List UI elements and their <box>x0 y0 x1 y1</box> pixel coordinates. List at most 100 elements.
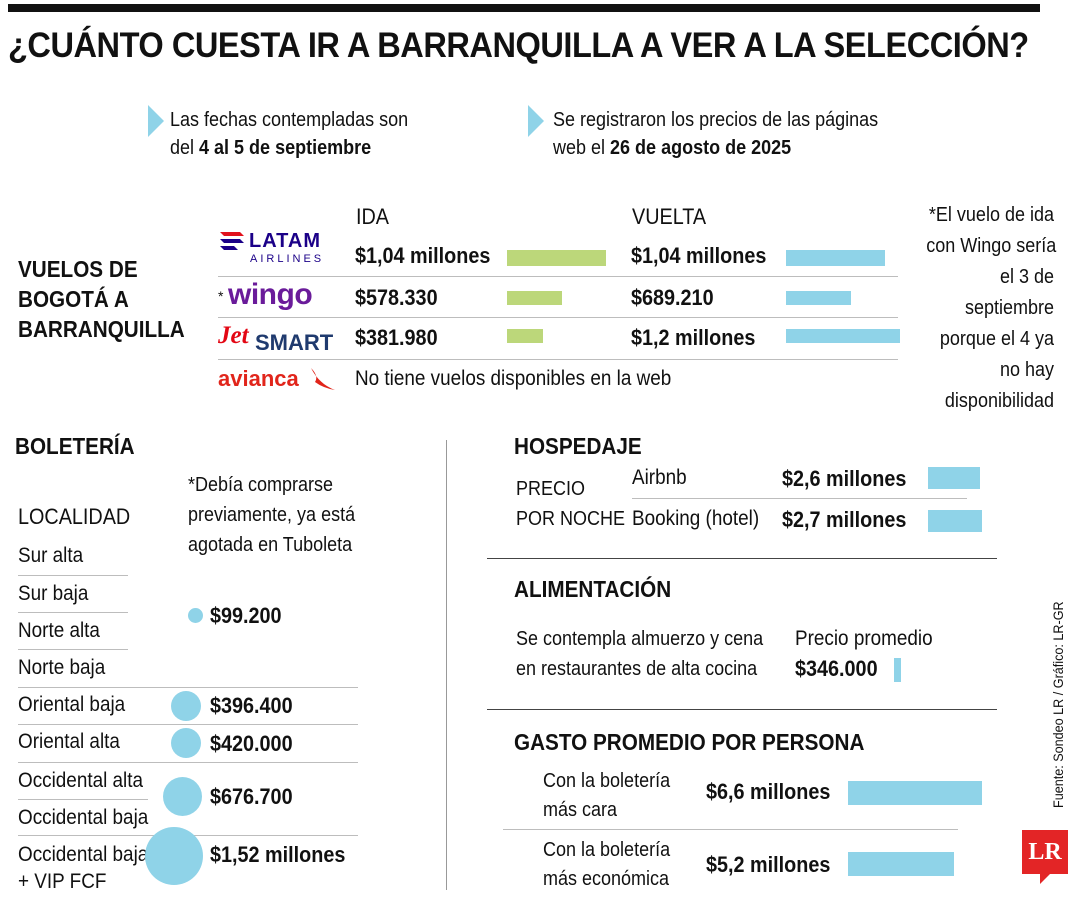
row-divider <box>503 829 958 830</box>
average-heading: GASTO PROMEDIO POR PERSONA <box>514 729 865 755</box>
lodging-heading: HOSPEDAJE <box>514 433 642 459</box>
lodging-price-label: $2,6 millones <box>782 466 907 491</box>
footnote-line: *El vuelo de ida <box>928 204 1054 226</box>
zone-divider <box>18 687 358 688</box>
col-vuelta-header: VUELTA <box>632 204 707 229</box>
ticket-price-label: $396.400 <box>210 693 293 718</box>
zone-label: Occidental alta <box>18 769 144 792</box>
average-min-bar <box>848 852 954 876</box>
zone-divider <box>18 649 128 650</box>
ticket-price-dot <box>187 607 203 623</box>
dates-note-line2: del 4 al 5 de septiembre <box>170 137 372 159</box>
tickets-note: *Debía comprarse previamente, ya está ag… <box>188 470 374 560</box>
page-title: ¿CUÁNTO CUESTA IR A BARRANQUILLA A VER A… <box>8 26 1029 65</box>
latam-vuelta-bar <box>786 250 885 266</box>
latam-ida-label: $1,04 millones <box>355 243 491 268</box>
food-desc-line: en restaurantes de alta cocina <box>516 658 758 680</box>
zone-label: Oriental baja <box>18 693 126 716</box>
ticket-price-dot <box>171 728 201 758</box>
latam-logo-icon <box>220 232 244 250</box>
tickets-note-line: previamente, ya está <box>188 504 356 526</box>
lodging-name: Airbnb <box>632 466 687 489</box>
zone-label: + VIP FCF <box>18 870 107 893</box>
zone-label: Norte alta <box>18 619 100 642</box>
latam-logo-sub: AIRLINES <box>250 253 325 265</box>
zone-label: Occidental baja <box>18 843 149 866</box>
localidad-header: LOCALIDAD <box>18 504 131 529</box>
zone-divider <box>18 762 358 763</box>
average-row-line: más cara <box>543 799 618 821</box>
avianca-note: No tiene vuelos disponibles en la web <box>355 367 672 390</box>
zone-divider <box>18 575 128 576</box>
col-ida-header: IDA <box>356 204 390 229</box>
latam-ida-bar <box>507 250 606 266</box>
lodging-sub-line: POR NOCHE <box>516 508 626 530</box>
avianca-bird-icon <box>311 368 335 390</box>
flights-heading-line: BARRANQUILLA <box>18 316 185 342</box>
latam-vuelta-label: $1,04 millones <box>631 243 767 268</box>
zone-divider <box>18 612 128 613</box>
food-description: Se contempla almuerzo y cena en restaura… <box>516 624 791 684</box>
tickets-heading: BOLETERÍA <box>15 433 135 459</box>
prices-date-highlight: 26 de agosto de 2025 <box>610 137 792 159</box>
tickets-note-line: *Debía comprarse <box>188 474 334 496</box>
zone-divider <box>18 724 358 725</box>
ticket-price-dot <box>171 691 201 721</box>
flights-heading-line: BOGOTÁ A <box>18 286 129 312</box>
average-row-label: Con la boletería más económica <box>543 836 684 894</box>
section-divider <box>487 709 997 710</box>
tickets-note-line: agotada en Tuboleta <box>188 534 353 556</box>
average-price-label: $5,2 millones <box>706 852 831 877</box>
footnote-line: no hay <box>999 359 1054 381</box>
jetsmart-ida-bar <box>507 329 543 343</box>
food-desc-line: Se contempla almuerzo y cena <box>516 628 764 650</box>
ticket-price-label: $1,52 millones <box>210 842 346 867</box>
average-price-label: $6,6 millones <box>706 779 831 804</box>
ticket-price-dot <box>162 776 202 816</box>
footnote-line: con Wingo sería <box>926 235 1057 257</box>
booking-bar <box>928 510 982 532</box>
food-heading: ALIMENTACIÓN <box>514 576 672 602</box>
flights-heading: VUELOS DE BOGOTÁ A BARRANQUILLA <box>18 254 185 344</box>
dates-note-line1: Las fechas contempladas son <box>170 109 409 131</box>
lodging-sub-line: PRECIO <box>516 478 586 500</box>
dates-highlight: 4 al 5 de septiembre <box>199 137 372 159</box>
row-divider <box>632 498 967 499</box>
dates-note: Las fechas contempladas son del 4 al 5 d… <box>170 106 408 162</box>
flights-heading-line: VUELOS DE <box>18 256 138 282</box>
note-arrow-icon <box>528 105 544 137</box>
row-divider <box>218 359 898 360</box>
ticket-price-label: $420.000 <box>210 731 293 756</box>
footnote-line: disponibilidad <box>944 390 1054 412</box>
footnote-line: el 3 de <box>999 266 1054 288</box>
column-divider <box>446 440 447 890</box>
jetsmart-vuelta-label: $1,2 millones <box>631 325 756 350</box>
zone-label: Oriental alta <box>18 730 120 753</box>
airbnb-bar <box>928 467 980 489</box>
note-arrow-icon <box>148 105 164 137</box>
ticket-price-label: $99.200 <box>210 603 282 628</box>
ticket-price-dot <box>145 827 203 885</box>
wingo-ida-bar <box>507 291 562 305</box>
wingo-ida-label: $578.330 <box>355 285 438 310</box>
wingo-vuelta-label: $689.210 <box>631 285 714 310</box>
wingo-asterisk: * <box>218 288 224 304</box>
lodging-subheading: PRECIO POR NOCHE <box>516 474 637 534</box>
lr-logo: LR <box>1022 830 1068 874</box>
zone-label: Occidental baja <box>18 806 149 829</box>
top-rule <box>8 4 1040 12</box>
food-avg-label: Precio promedio <box>795 627 933 650</box>
average-max-bar <box>848 781 982 805</box>
jetsmart-logo-smart: SMART <box>255 330 334 355</box>
lodging-price-label: $2,7 millones <box>782 507 907 532</box>
lr-logo-tail <box>1040 874 1050 884</box>
zone-label: Sur baja <box>18 582 89 605</box>
footnote-line: porque el 4 ya <box>939 328 1054 350</box>
section-divider <box>487 558 997 559</box>
average-row-line: Con la boletería <box>543 839 671 861</box>
wingo-logo: wingo <box>228 278 313 311</box>
row-divider <box>218 276 898 277</box>
ticket-price-label: $676.700 <box>210 784 293 809</box>
source-credit: Fuente: Sondeo LR / Gráfico: LR-GR <box>1050 601 1066 808</box>
lodging-name: Booking (hotel) <box>632 507 760 530</box>
